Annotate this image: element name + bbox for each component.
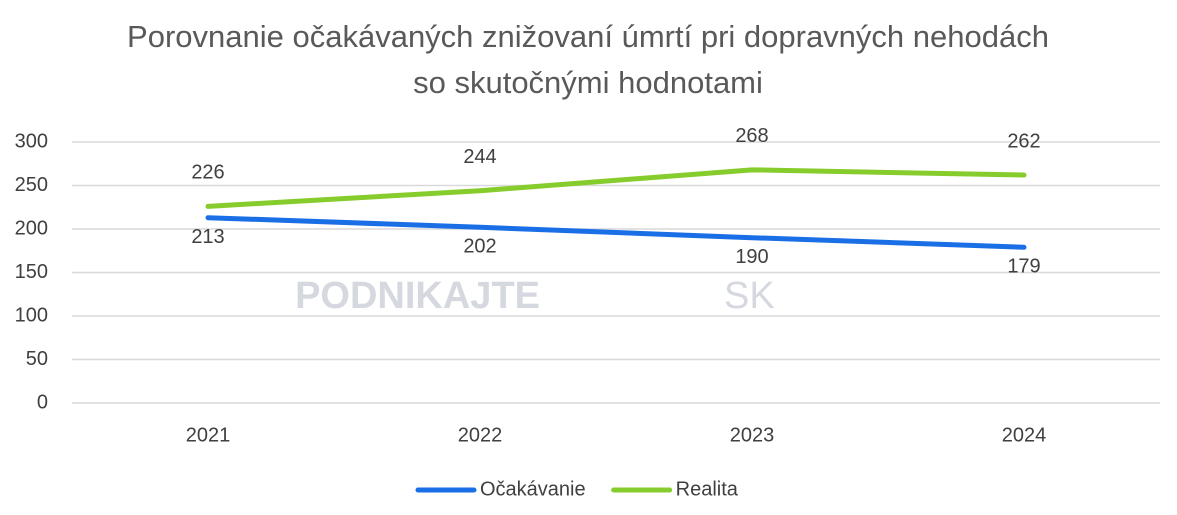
series-line: [205, 167, 1027, 209]
x-tick-label: 2024: [1002, 424, 1047, 446]
watermark: PODNIKAJTE: [295, 275, 540, 317]
watermark: SK: [724, 275, 775, 317]
y-tick-label: 100: [15, 304, 48, 326]
data-label: 244: [463, 146, 496, 168]
x-tick-label: 2023: [730, 424, 775, 446]
data-label: 202: [463, 236, 496, 258]
data-label: 190: [735, 246, 768, 268]
x-tick-label: 2021: [186, 424, 231, 446]
legend-label: Očakávanie: [480, 478, 586, 500]
y-tick-label: 250: [15, 174, 48, 196]
data-label: 226: [191, 162, 224, 184]
chart-title: Porovnanie očakávaných znižovaní úmrtí p…: [127, 19, 1049, 100]
y-tick-label: 200: [15, 217, 48, 239]
y-tick-label: 0: [37, 391, 48, 413]
data-label: 179: [1007, 256, 1040, 278]
data-label: 213: [191, 226, 224, 248]
data-label: 262: [1007, 130, 1040, 152]
legend-label: Realita: [676, 478, 739, 500]
y-tick-label: 50: [26, 348, 48, 370]
series-line: [205, 215, 1027, 250]
data-label: 268: [735, 125, 768, 147]
y-tick-label: 150: [15, 261, 48, 283]
x-tick-label: 2022: [458, 424, 503, 446]
y-tick-label: 300: [15, 130, 48, 152]
